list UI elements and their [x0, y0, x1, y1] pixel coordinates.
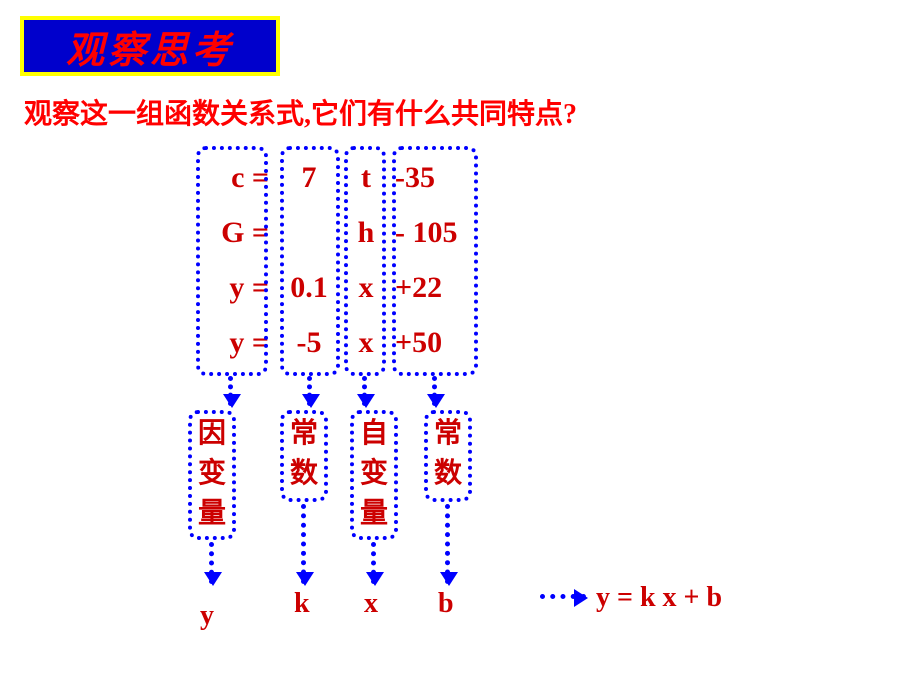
question-text: 观察这一组函数关系式,它们有什么共同特点?	[24, 92, 577, 132]
arrow-b	[434, 376, 436, 406]
label-text-b: 常数	[434, 414, 462, 494]
sym-lhs: y	[200, 600, 214, 632]
col-box-b	[392, 146, 478, 376]
col-box-x	[344, 146, 386, 376]
arrow-x	[364, 376, 366, 406]
sym-b: b	[438, 588, 454, 620]
formula-arrow	[540, 596, 586, 598]
arrow2-b	[447, 504, 449, 584]
label-text-lhs: 因变量	[198, 414, 226, 534]
title-text: 观察思考	[66, 19, 234, 74]
arrow-lhs	[230, 376, 232, 406]
sym-k: k	[294, 588, 310, 620]
arrow-k	[309, 376, 311, 406]
label-text-x: 自变量	[360, 414, 388, 534]
col-box-k	[280, 146, 340, 376]
arrow2-x	[373, 542, 375, 584]
diagram-stage: c =7t-35G =h- 105y =0.1x+22y =-5x+50因变量常…	[0, 140, 920, 680]
arrow2-lhs	[211, 542, 213, 584]
col-box-lhs	[196, 146, 268, 376]
label-text-k: 常数	[290, 414, 318, 494]
formula-text: y = k x + b	[596, 582, 722, 614]
sym-x: x	[364, 588, 378, 620]
arrow2-k	[303, 504, 305, 584]
title-box: 观察思考	[20, 16, 280, 76]
